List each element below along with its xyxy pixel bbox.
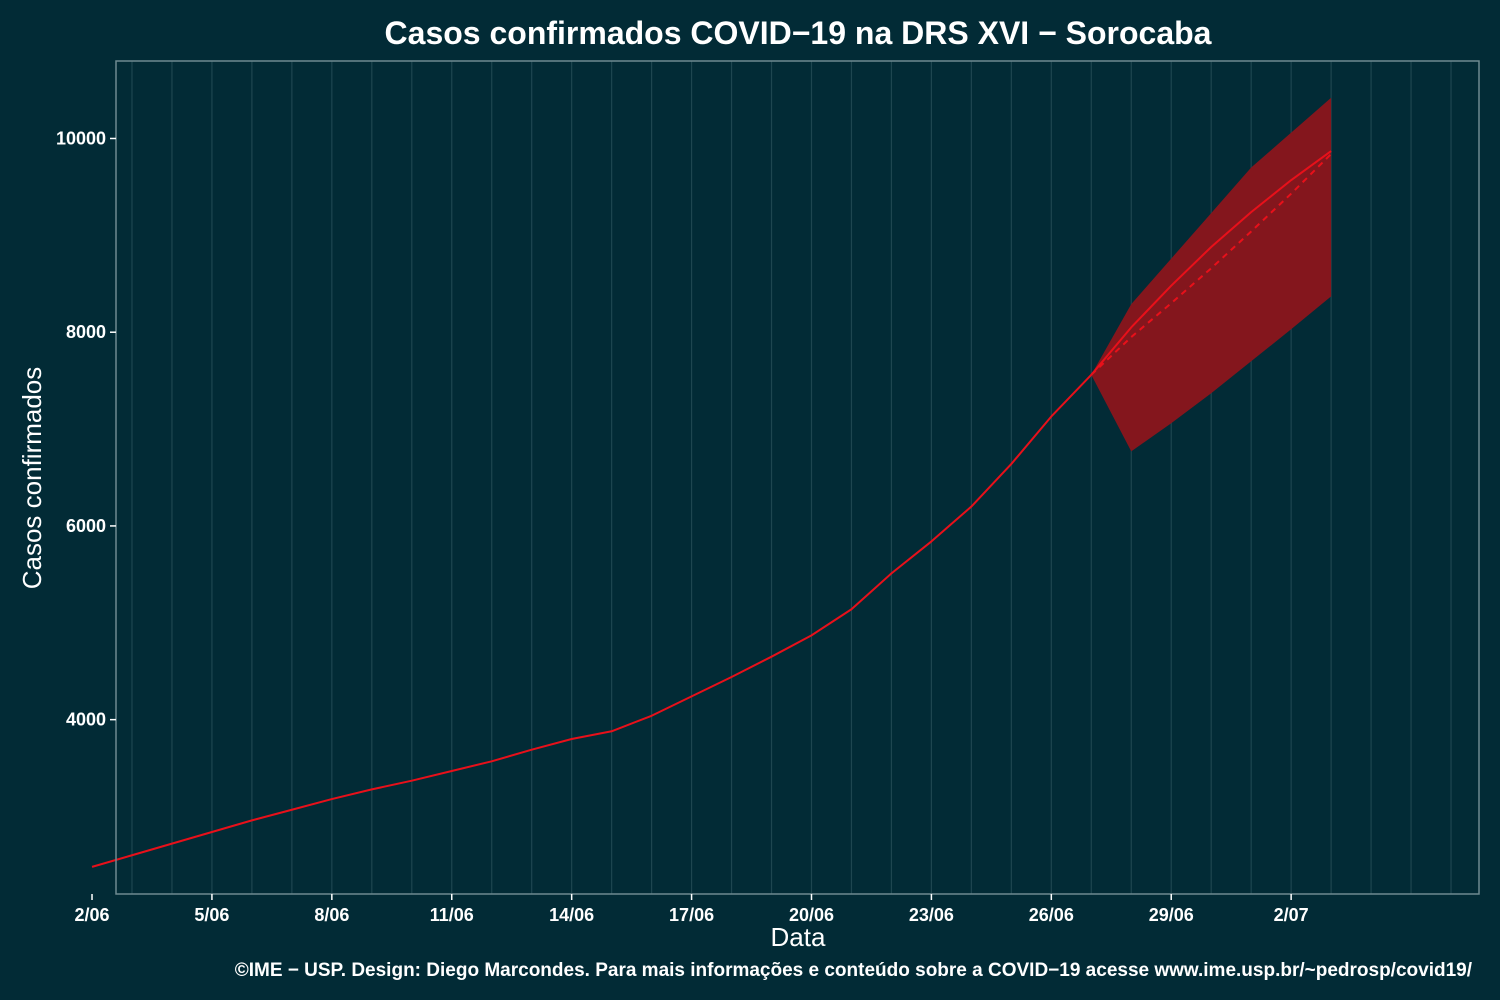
series-layer xyxy=(91,150,1332,868)
x-tick-label: 17/06 xyxy=(669,905,714,925)
footer-caption: ©IME − USP. Design: Diego Marcondes. Par… xyxy=(235,960,1473,981)
x-tick-label: 2/06 xyxy=(74,905,109,925)
x-tick-label: 20/06 xyxy=(789,905,834,925)
x-axis-ticks: 2/06 5/06 8/06 11/06 14/06 17/06 20/06 23/06 26/… xyxy=(74,894,1309,925)
y-tick-label: 8000 xyxy=(66,322,106,342)
x-tick-label: 26/06 xyxy=(1029,905,1074,925)
x-tick-label: 2/07 xyxy=(1274,905,1309,925)
x-axis-label: Data xyxy=(771,922,826,952)
y-axis-ticks: 4000 6000 8000 10000 xyxy=(56,128,116,730)
forecast-dashed-line xyxy=(1090,153,1332,376)
x-tick-label: 5/06 xyxy=(194,905,229,925)
x-tick-label: 23/06 xyxy=(909,905,954,925)
confirmed-cases-line xyxy=(91,150,1332,868)
x-tick-label: 29/06 xyxy=(1149,905,1194,925)
forecast-confidence-band xyxy=(1091,97,1332,452)
x-tick-label: 11/06 xyxy=(430,905,474,925)
grid xyxy=(131,61,1452,894)
plot-frame xyxy=(115,60,1480,895)
y-axis-label: Casos confirmados xyxy=(17,367,47,590)
y-tick-label: 6000 xyxy=(66,516,106,536)
y-tick-label: 10000 xyxy=(56,128,106,148)
x-tick-label: 14/06 xyxy=(549,905,594,925)
x-tick-label: 8/06 xyxy=(314,905,349,925)
chart-title: Casos confirmados COVID−19 na DRS XVI − … xyxy=(385,15,1212,51)
confidence-band-layer xyxy=(1091,97,1332,452)
y-tick-label: 4000 xyxy=(66,710,106,730)
